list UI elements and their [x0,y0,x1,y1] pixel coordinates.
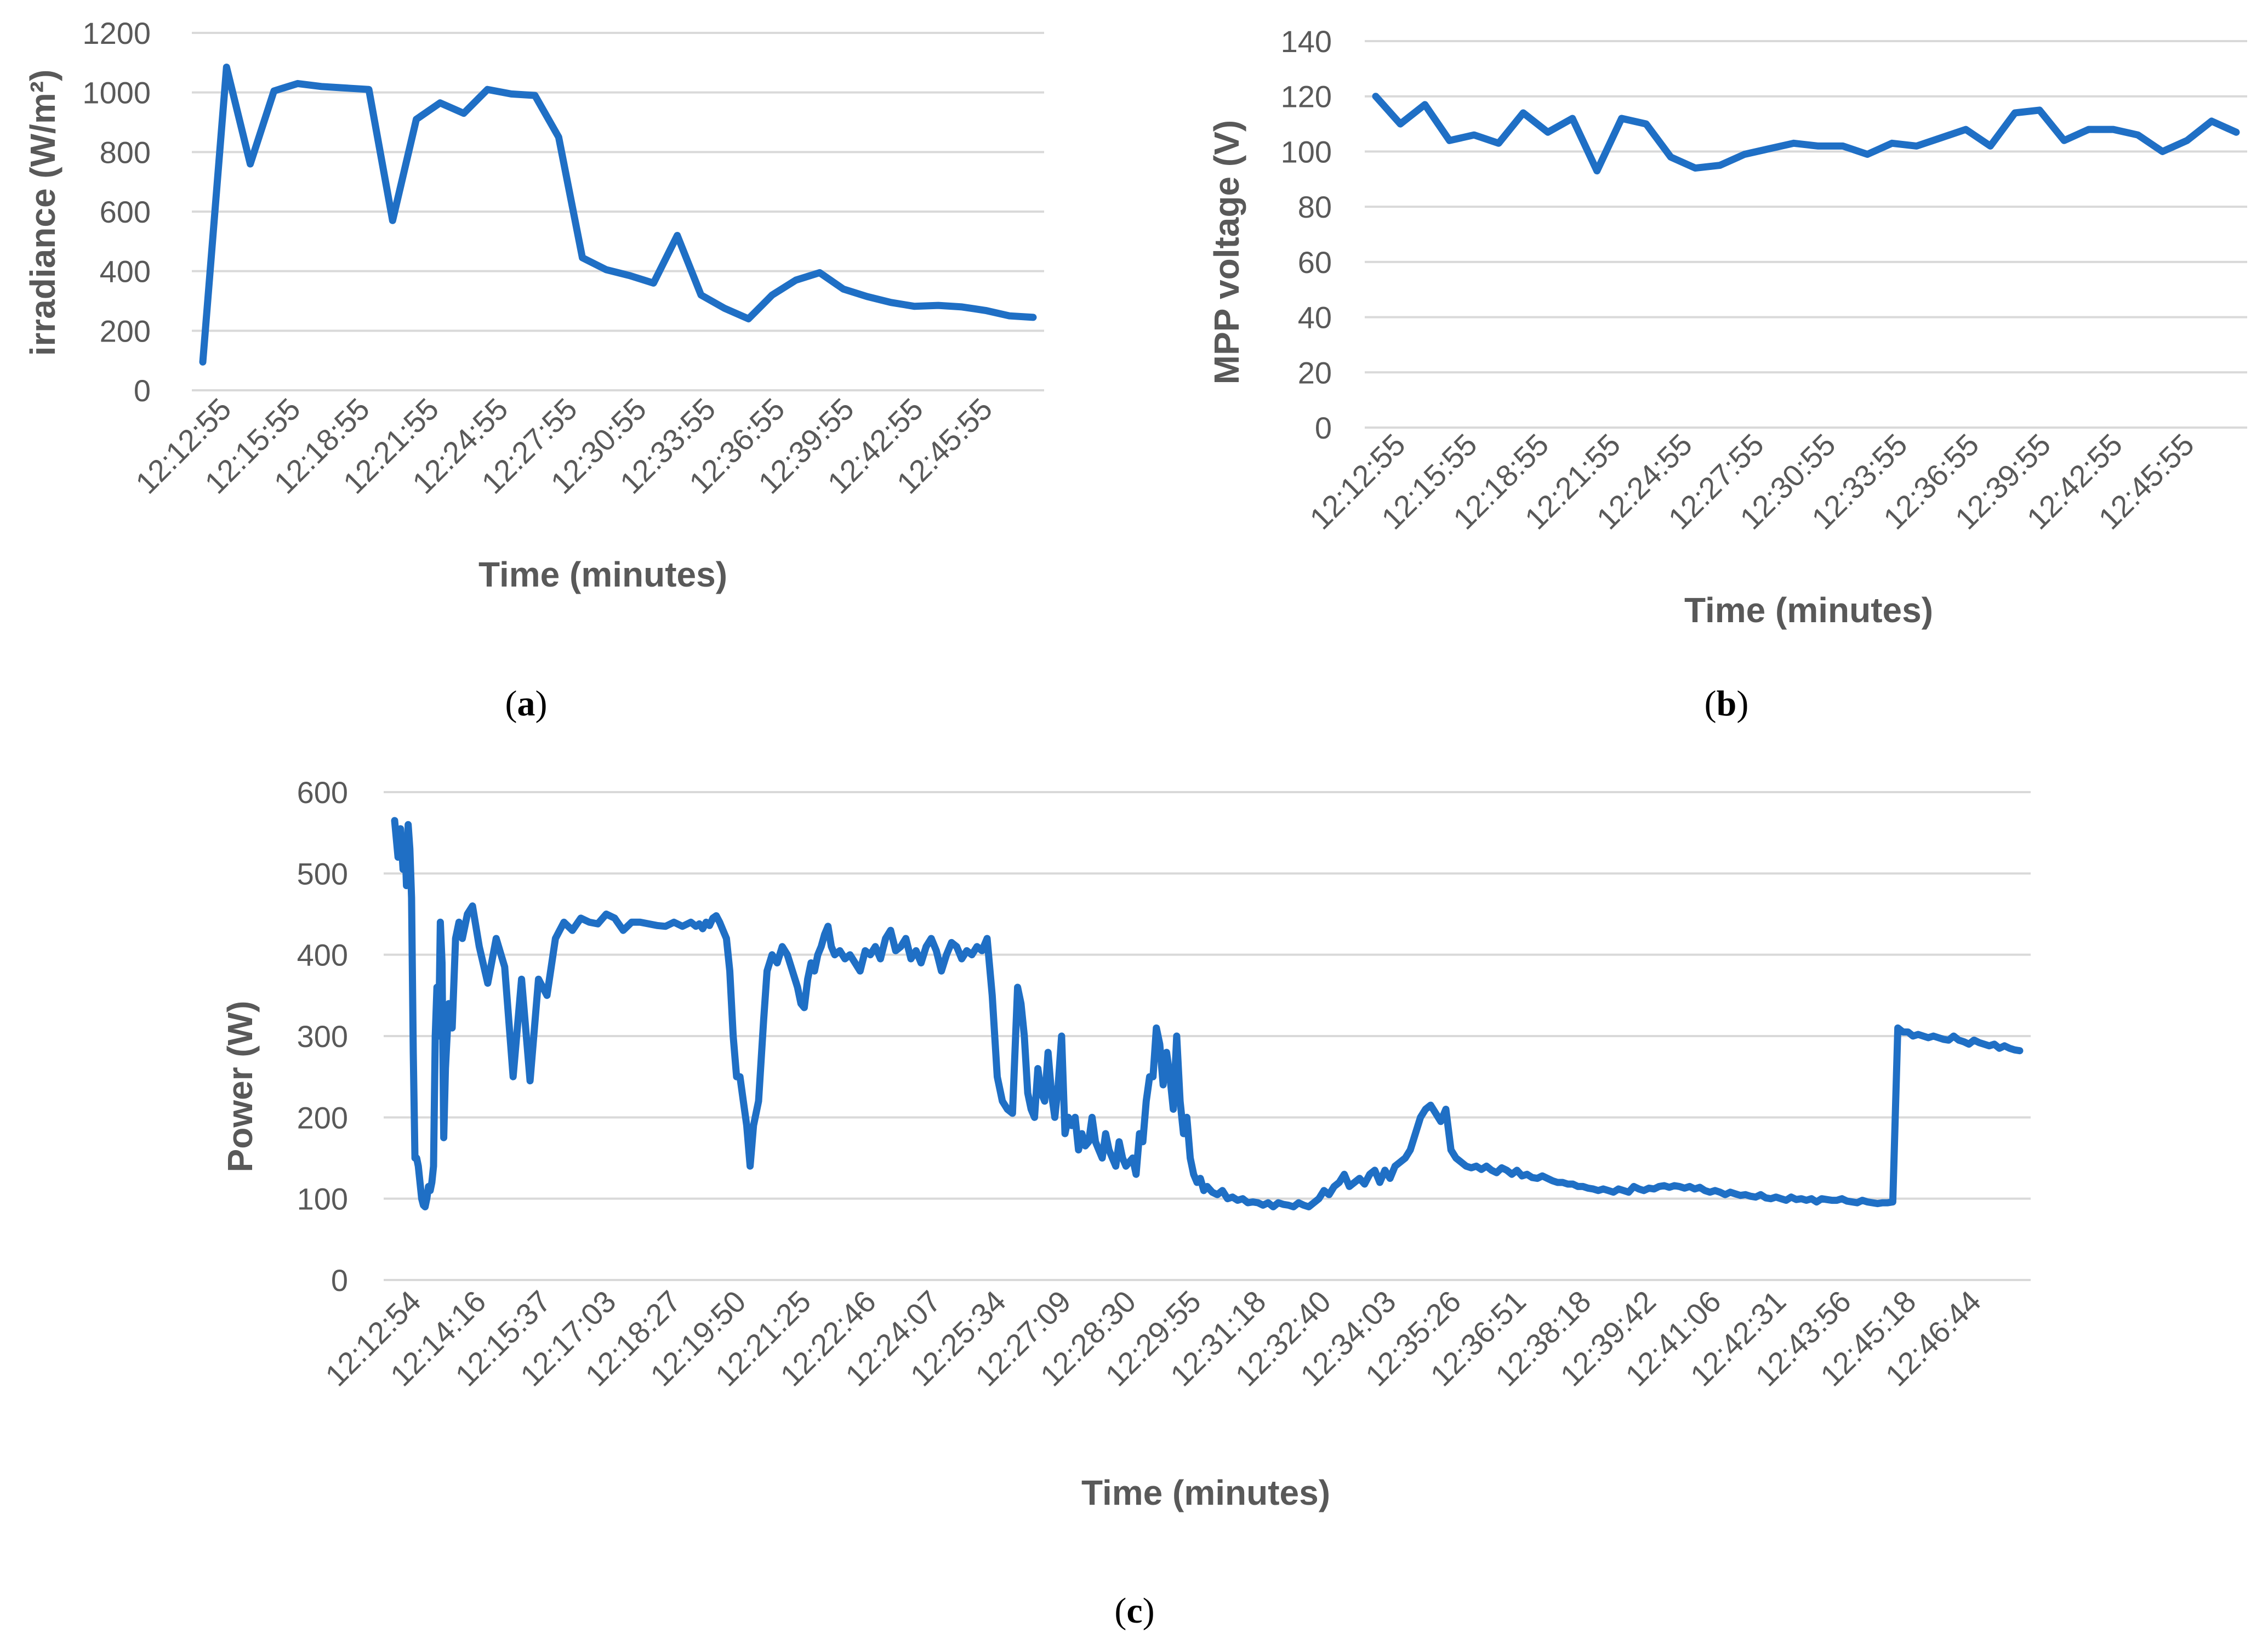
chart-c-ytick-label-4: 400 [297,938,348,972]
chart-b-ytick-label-2: 40 [1298,300,1332,335]
chart-a-xlabel: Time (minutes) [478,555,727,594]
chart-a-ytick-label-6: 1200 [82,16,151,50]
chart-b-ytick-label-5: 100 [1281,134,1332,169]
chart-c-power: Time (minutes) Power (W) (c) 0 100 200 300 4… [220,775,2031,1631]
chart-b-series-line [1372,93,2240,175]
chart-a-ytick-label-0: 0 [134,373,151,408]
chart-a-ytick-label-4: 800 [100,135,151,169]
chart-c-ylabel: Power (W) [220,1001,260,1173]
chart-c-ytick-label-1: 100 [297,1182,348,1216]
chart-c-ytick-label-3: 300 [297,1019,348,1054]
chart-a-series-line [199,64,1037,366]
chart-c-ytick-label-0: 0 [331,1263,348,1298]
chart-b-ytick-label-3: 60 [1298,245,1332,280]
chart-b-ytick-label-6: 120 [1281,79,1332,114]
chart-c-panel-label: (c) [1114,1591,1154,1631]
chart-b-ytick-label-1: 20 [1298,355,1332,390]
chart-a-ytick-label-3: 600 [100,195,151,229]
chart-b-ylabel: MPP voltage (V) [1207,120,1246,384]
chart-c-ytick-label-5: 500 [297,856,348,891]
chart-b-xlabel: Time (minutes) [1684,590,1933,630]
chart-b-ytick-label-4: 80 [1298,190,1332,224]
chart-b-mpp-voltage: Time (minutes) MPP voltage (V) (b) 0 20 40… [1207,24,2247,724]
chart-c-xlabel: Time (minutes) [1081,1473,1330,1512]
chart-b-ytick-label-0: 0 [1315,411,1332,445]
chart-a-panel-label: (a) [505,684,548,724]
chart-a-irradiance: Time (minutes) irradiance (W/m²) (a) 0 20… [23,16,1044,724]
chart-c-ytick-label-2: 200 [297,1100,348,1135]
chart-c-series-line [391,817,2024,1210]
chart-b-ytick-label-7: 140 [1281,24,1332,59]
chart-a-ylabel: irradiance (W/m²) [23,70,62,356]
chart-c-ytick-label-6: 600 [297,775,348,810]
chart-a-ytick-label-1: 200 [100,314,151,348]
chart-b-panel-label: (b) [1705,684,1749,724]
chart-a-ytick-label-5: 1000 [82,76,151,110]
chart-a-ytick-label-2: 400 [100,254,151,289]
